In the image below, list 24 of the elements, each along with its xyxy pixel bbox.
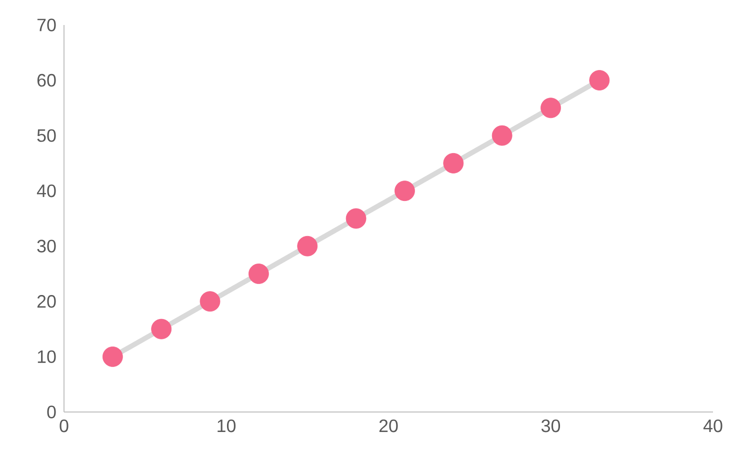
- point: [102, 346, 123, 367]
- point: [151, 318, 172, 340]
- x-tick-label: 0: [60, 419, 68, 432]
- x-tick-label: 20: [379, 419, 398, 432]
- y-tick-label: 70: [37, 18, 56, 32]
- y-tick-label: 30: [37, 240, 56, 252]
- y-tick-label: 20: [37, 295, 56, 308]
- y-tick-label: 60: [37, 74, 56, 87]
- point: [540, 98, 561, 118]
- point: [394, 180, 415, 202]
- point: [492, 125, 512, 146]
- x-tick-label: 30: [541, 419, 560, 432]
- point: [443, 153, 464, 174]
- y-tick-label: 50: [37, 129, 56, 142]
- y-tick-label: 40: [36, 184, 56, 198]
- y-tick-label: 0: [47, 406, 56, 418]
- y-tick-label: 10: [38, 350, 56, 364]
- point: [297, 236, 318, 256]
- point: [346, 208, 366, 229]
- point: [200, 291, 220, 312]
- x-tick-label: 40: [703, 419, 722, 432]
- point: [248, 264, 269, 284]
- point: [589, 70, 610, 90]
- x-tick-label: 10: [218, 419, 236, 432]
